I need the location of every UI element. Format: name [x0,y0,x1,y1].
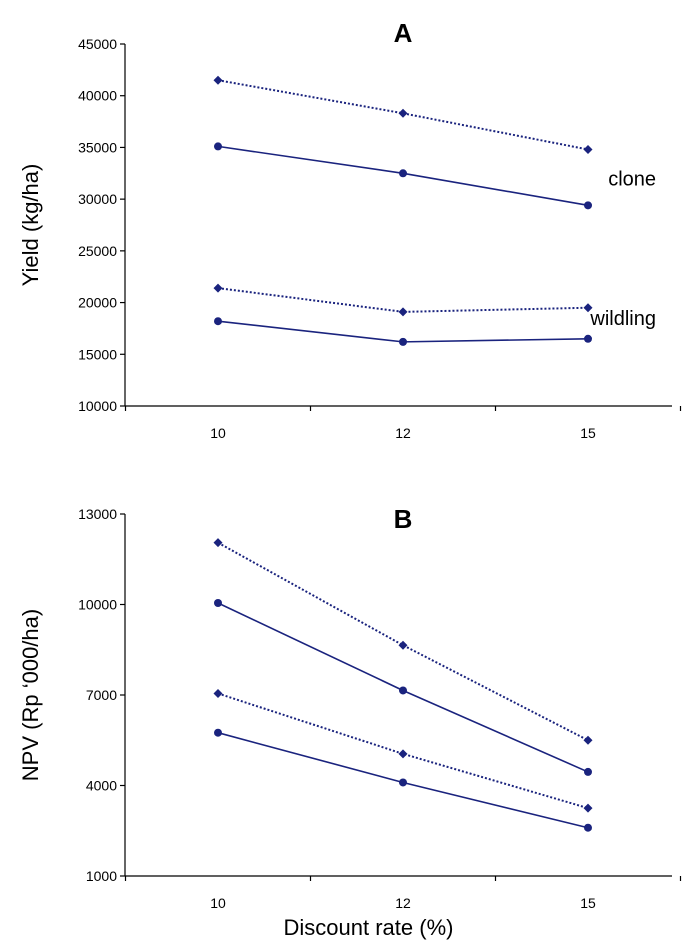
y-tick-label: 4000 [86,778,117,794]
data-point-diamond [213,283,223,293]
data-point-diamond [583,144,593,154]
data-point-circle [214,728,222,737]
data-point-diamond [213,75,223,85]
y-tick-label: 15000 [78,346,117,362]
chart-panel-b: 1000 4000 7000 10000 13000 10 12 15 B NPV (Rp ‘00… [18,504,682,940]
data-point-circle [214,142,222,151]
y-tick-label: 10000 [78,597,117,613]
panel-title: B [394,504,413,534]
x-tick-label: 10 [210,895,226,911]
data-point-diamond [398,749,408,759]
x-tick-label: 15 [580,425,596,441]
data-point-diamond [398,640,408,650]
y-tick-label: 45000 [78,36,117,52]
y-tick-label: 30000 [78,191,117,207]
data-point-circle [584,201,592,210]
data-point-diamond [398,307,408,317]
data-point-circle [584,767,592,776]
y-tick-label: 20000 [78,295,117,311]
x-tick-label: 15 [580,895,596,911]
data-point-diamond [583,803,593,813]
y-tick-label: 40000 [78,88,117,104]
x-tick-label: 10 [210,425,226,441]
y-tick-label: 10000 [78,398,117,414]
data-point-circle [399,169,407,178]
data-point-diamond [213,538,223,548]
y-tick-label: 35000 [78,139,117,155]
data-point-circle [214,598,222,607]
data-point-diamond [213,688,223,698]
x-tick-label: 12 [395,895,411,911]
y-axis-title: NPV (Rp ‘000/ha) [18,609,43,781]
data-point-circle [214,317,222,326]
y-tick-label: 25000 [78,243,117,259]
data-point-circle [584,334,592,343]
y-tick-label: 13000 [78,506,117,522]
data-point-circle [399,337,407,346]
x-axis-title: Discount rate (%) [284,915,454,940]
data-point-circle [584,823,592,832]
panel-title: A [394,18,413,48]
annotation-label: clone [608,168,656,190]
series-line-3 [217,692,589,810]
y-tick-label: 7000 [86,687,117,703]
data-point-diamond [398,108,408,118]
chart-panel-a: 10000 15000 20000 25000 30000 35000 40000 45000… [18,18,682,441]
data-point-circle [399,686,407,695]
data-point-diamond [583,735,593,745]
x-tick-label: 12 [395,425,411,441]
annotation-label: wildling [589,308,656,330]
data-point-circle [399,778,407,787]
y-axis-title: Yield (kg/ha) [18,164,43,287]
y-tick-label: 1000 [86,868,117,884]
series-line-1 [217,79,589,151]
data-point-diamond [583,303,593,313]
series-line-3 [217,287,589,313]
